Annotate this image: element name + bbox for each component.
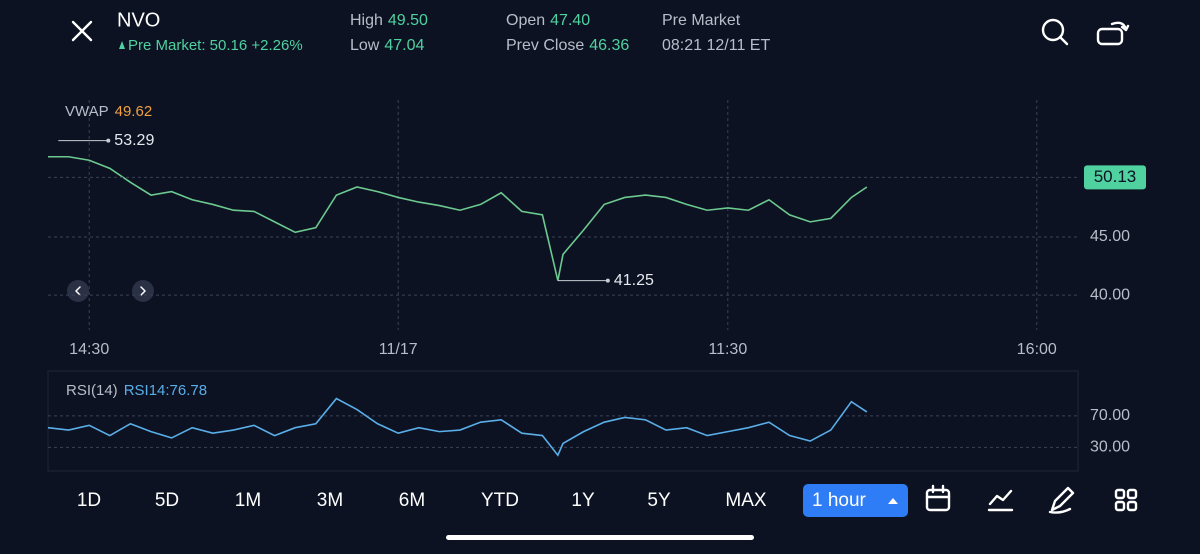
indicator: RSI(14) RSI14:76.78 (66, 382, 207, 399)
up-arrow (119, 41, 125, 49)
x-tick-label: 14:30 (69, 341, 109, 358)
x-tick-label: 16:00 (1017, 341, 1057, 358)
low-marker (605, 278, 610, 283)
high-label: 53.29 (114, 132, 154, 149)
indicator-label: VWAP (65, 103, 109, 120)
rotate-button[interactable] (1096, 21, 1130, 46)
stat-value: 49.50 (388, 12, 428, 29)
last-price-box (1084, 165, 1146, 190)
session: Pre Market (662, 12, 741, 29)
stat: Low 47.04 (350, 37, 425, 54)
x-tick-label: 11/17 (379, 341, 418, 358)
symbol: NVO (117, 9, 160, 31)
y-tick-label: 70.00 (1090, 407, 1130, 424)
range-button[interactable]: 5Y (647, 490, 671, 511)
indicator-button[interactable] (987, 489, 1014, 512)
scroll-right[interactable] (132, 280, 154, 302)
price-line (48, 155, 868, 281)
pre-market-status: Pre Market: 50.16 +2.26% (128, 37, 303, 54)
indicator-value: 49.62 (115, 103, 153, 120)
caret[interactable] (888, 498, 898, 504)
calendar-button[interactable] (925, 484, 951, 512)
timestamp: 08:21 12/11 ET (662, 37, 770, 54)
draw-button[interactable] (1048, 486, 1075, 514)
stat-label: Low (350, 37, 380, 54)
stat-value: 47.40 (550, 12, 590, 29)
range-button[interactable]: 1D (77, 490, 101, 511)
y-tick-label: 30.00 (1090, 439, 1130, 456)
scroll-left[interactable] (67, 280, 89, 302)
stat: High 49.50 (350, 12, 428, 29)
rsi-line (47, 397, 868, 457)
last-price-label: 50.13 (1094, 167, 1137, 186)
range-button[interactable]: 3M (317, 490, 343, 511)
interval-label[interactable]: 1 hour (812, 490, 867, 511)
stat: Prev Close 46.36 (506, 37, 629, 54)
home-indicator (446, 535, 754, 540)
stat-label: Open (506, 12, 545, 29)
search-button[interactable] (1041, 18, 1069, 46)
range-button[interactable]: 1M (235, 490, 261, 511)
stat-value: 47.04 (384, 37, 424, 54)
indicator-value: RSI14:76.78 (124, 382, 207, 399)
stat-label: High (350, 12, 383, 29)
range-button[interactable]: 6M (399, 490, 425, 511)
x-tick-label: 11:30 (708, 341, 747, 358)
stat-value: 46.36 (589, 37, 629, 54)
indicator-label: RSI(14) (66, 382, 118, 399)
stat-label: Prev Close (506, 37, 584, 54)
stat: Open 47.40 (506, 12, 590, 29)
interval-button[interactable] (803, 484, 908, 517)
menu-button[interactable] (1114, 488, 1138, 512)
close-button[interactable] (71, 20, 93, 42)
high-marker (106, 138, 111, 143)
range-button[interactable]: MAX (725, 490, 767, 511)
range-button[interactable]: 5D (155, 490, 179, 511)
rsi-frame (47, 370, 1079, 472)
range-button[interactable]: YTD (481, 490, 519, 511)
range-button[interactable]: 1Y (571, 490, 595, 511)
indicator: VWAP 49.62 (65, 103, 152, 120)
y-tick-label: 45.00 (1090, 228, 1130, 245)
y-tick-label: 40.00 (1090, 286, 1130, 303)
low-label: 41.25 (614, 272, 654, 289)
